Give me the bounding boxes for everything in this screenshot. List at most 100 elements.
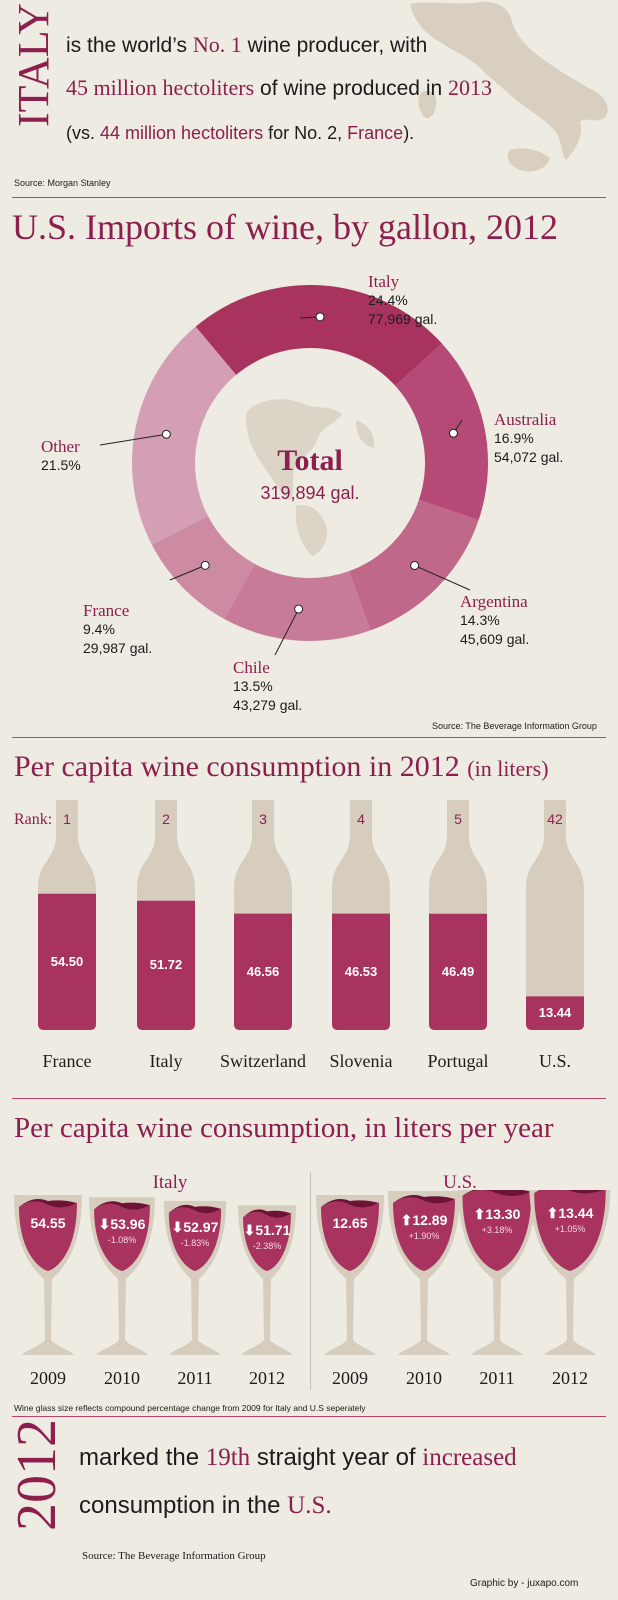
italy-map-icon [410, 1, 608, 172]
intro-source: Source: Morgan Stanley [14, 178, 111, 188]
consumption-2012-title: Per capita wine consumption in 2012 (in … [14, 750, 549, 784]
wine-fill [94, 1203, 150, 1271]
glass-year: 2011 [177, 1368, 213, 1388]
donut-slice-chile [224, 563, 371, 641]
outro-source: Source: The Beverage Information Group [82, 1550, 266, 1562]
slice-country: Australia [494, 410, 557, 429]
wine-surface [321, 1199, 379, 1208]
intro-line-2: 45 million hectoliters of wine produced … [66, 75, 492, 101]
bottle-fill [137, 900, 195, 1030]
group-separator [310, 1172, 311, 1390]
slice-marker [315, 312, 325, 322]
divider [12, 197, 606, 198]
intro-line-3: (vs. 44 million hectoliters for No. 2, F… [66, 123, 414, 144]
intro-text: (vs. [66, 123, 95, 143]
wine-glass-chart [14, 1190, 611, 1355]
wine-surface [243, 1209, 291, 1218]
glass-value: ⬇52.97 [171, 1218, 219, 1235]
italy-heading: ITALY [9, 2, 58, 127]
credit-line: Graphic by - juxapo.com [470, 1578, 579, 1589]
intro-highlight-volume-2: 44 million hectoliters [100, 123, 264, 143]
slice-label-australia: Australia 16.9% 54,072 gal. [494, 410, 563, 467]
slice-percent: 13.5% [233, 678, 273, 694]
bottle-country: Switzerland [220, 1051, 306, 1071]
slice-gallons: 77,969 gal. [368, 311, 438, 327]
bottle-country: Portugal [427, 1051, 489, 1071]
outro-highlight-count: 19th [205, 1444, 251, 1471]
slice-country: Other [41, 437, 80, 456]
divider [12, 1098, 606, 1099]
glass-change: -2.38% [252, 1241, 282, 1252]
glass-change: +1.90% [408, 1230, 440, 1241]
glass-year: 2012 [552, 1368, 588, 1388]
rank-value: 42 [547, 811, 563, 827]
intro-text: of wine produced in [260, 77, 443, 100]
outro-text: consumption in the [79, 1492, 281, 1519]
divider [12, 1416, 606, 1417]
leader-line [99, 433, 167, 446]
slice-label-france: France 9.4% 29,987 gal. [83, 601, 152, 658]
slice-label-italy: Italy 24.4% 77,969 gal. [368, 272, 437, 329]
donut-slice-italy [195, 285, 442, 386]
bottle-value: 54.50 [50, 953, 84, 969]
glass-year: 2010 [406, 1368, 442, 1388]
rank-value: 1 [63, 811, 71, 827]
slice-gallons: 29,987 gal. [83, 640, 153, 656]
glass-footnote: Wine glass size reflects compound percen… [14, 1403, 366, 1413]
bottle-chart [38, 800, 584, 1030]
leader-line [169, 564, 206, 581]
glass-year: 2010 [104, 1368, 140, 1388]
wine-surface [168, 1204, 222, 1214]
wine-surface [19, 1199, 77, 1208]
bottle-fill [526, 996, 584, 1030]
intro-highlight-rank: No. 1 [192, 32, 242, 57]
slice-marker [294, 604, 304, 614]
donut-slice-other [131, 326, 237, 545]
outro-line-1: marked the 19th straight year of increas… [79, 1444, 517, 1472]
slice-marker [200, 560, 210, 570]
glass-value: ⬆13.44 [546, 1204, 594, 1221]
bottle-fill [234, 913, 292, 1030]
globe-icon [215, 368, 405, 558]
rank-value: 4 [357, 811, 365, 827]
consumption-2012-title-text: Per capita wine consumption in 2012 [14, 750, 460, 783]
slice-country: Italy [368, 272, 400, 291]
intro-highlight-year: 2013 [448, 75, 493, 100]
glass-year: 2009 [332, 1368, 368, 1388]
wine-surface [393, 1194, 455, 1204]
rank-label: Rank: [14, 811, 53, 828]
rank-value: 5 [454, 811, 462, 827]
bottle-country: Italy [149, 1051, 183, 1071]
wine-fill [243, 1211, 291, 1271]
wine-fill [534, 1190, 606, 1271]
slice-percent: 21.5% [41, 457, 81, 473]
bottle-us [526, 800, 584, 1030]
slice-gallons: 45,609 gal. [460, 631, 530, 647]
bottle-country: Slovenia [329, 1051, 393, 1071]
slice-percent: 9.4% [83, 621, 115, 637]
glass-year: 2009 [30, 1368, 66, 1388]
consumption-yearly-title: Per capita wine consumption, in liters p… [14, 1112, 554, 1144]
intro-highlight-country: France [347, 123, 404, 143]
consumption-2012-title-unit: (in liters) [467, 756, 549, 781]
slice-marker [448, 428, 458, 438]
slice-percent: 24.4% [368, 292, 408, 308]
outro-highlight-increased: increased [422, 1444, 517, 1471]
outro-text: straight year of [256, 1444, 416, 1471]
rank-value: 3 [259, 811, 267, 827]
outro-text: marked the [79, 1444, 200, 1471]
bottle-value: 13.44 [538, 1005, 572, 1021]
intro-highlight-volume: 45 million hectoliters [66, 75, 255, 100]
glass-value: ⬆12.89 [400, 1211, 448, 1228]
bottle-value: 46.49 [441, 963, 475, 979]
leader-line [414, 565, 471, 591]
bottle-fill [429, 913, 487, 1030]
glass-year: 2011 [479, 1368, 515, 1388]
wine-surface [462, 1190, 532, 1197]
intro-text: ). [403, 123, 415, 143]
wine-surface [94, 1201, 150, 1210]
wine-fill [168, 1207, 222, 1271]
slice-label-other: Other 21.5% [41, 437, 81, 475]
glass-year: 2012 [249, 1368, 285, 1388]
imports-source: Source: The Beverage Information Group [432, 721, 597, 731]
